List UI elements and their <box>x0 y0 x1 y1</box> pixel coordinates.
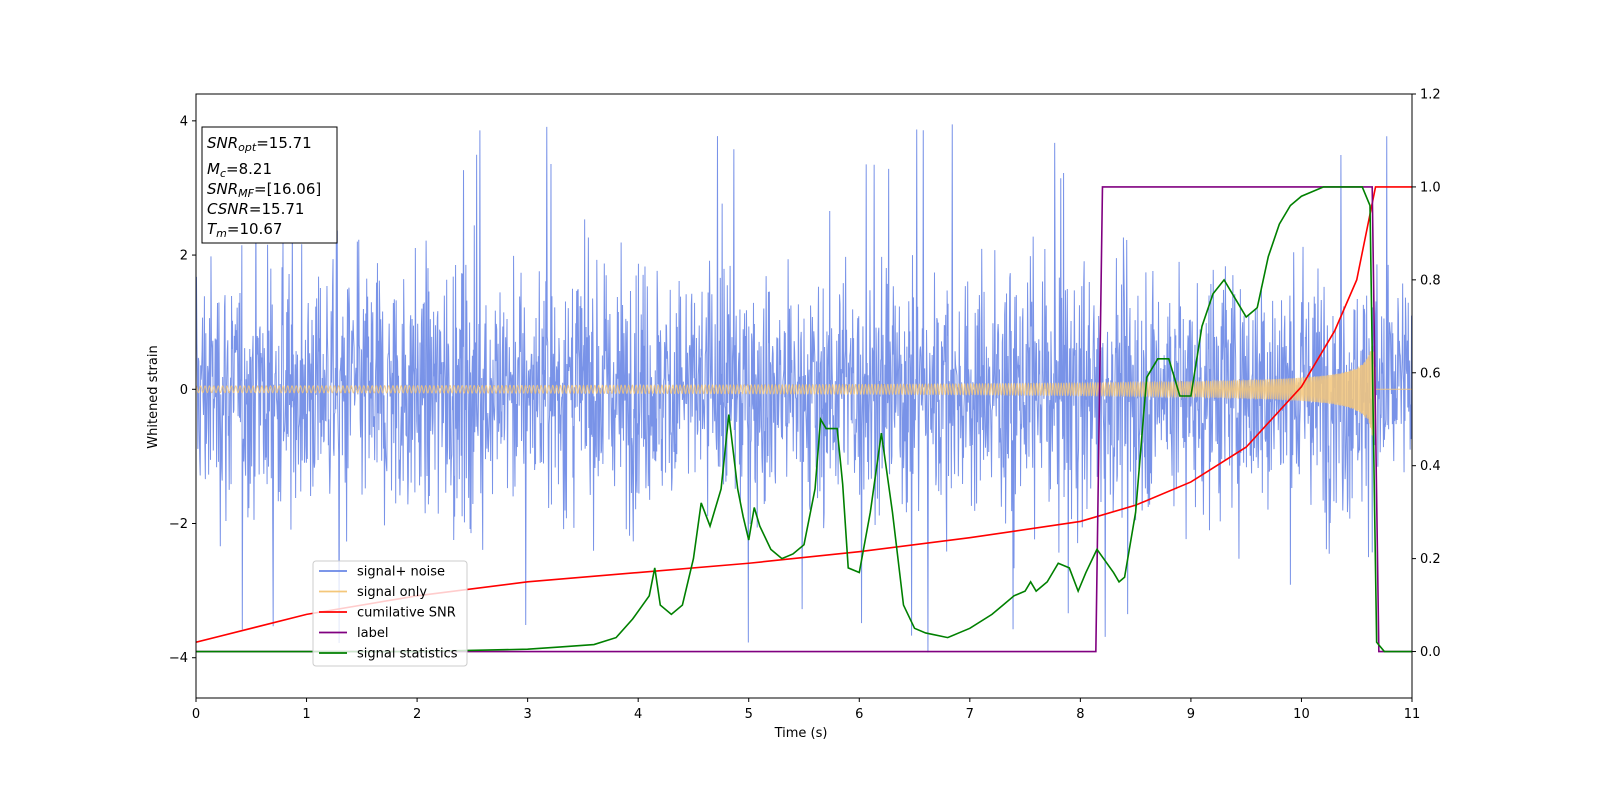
legend-frame <box>312 560 468 667</box>
axes: 0 1 2 3 4 5 6 7 8 9 10 11 −4 −2 0 2 4 0.0 0.2 0.4 0.6 0.8 1.0 1… <box>169 88 1441 723</box>
y-left-tick-label: −4 <box>169 651 188 666</box>
signal-noise-line <box>196 124 1412 653</box>
info-box-line: CSNR=15.71 <box>207 200 304 218</box>
legend-label: cumilative SNR <box>357 606 456 621</box>
info-box-line: SNRMF=[16.06] <box>207 180 321 200</box>
x-tick-label: 7 <box>966 707 974 722</box>
y-left-tick-label: 2 <box>180 249 188 264</box>
signal-only-line <box>196 343 1412 437</box>
x-tick-label: 9 <box>1187 707 1195 722</box>
y-right-tick-label: 1.2 <box>1420 88 1441 103</box>
legend-entry: signal+ noise <box>319 565 445 580</box>
y-left-tick-label: 0 <box>180 383 188 398</box>
y-axis-label: Whitened strain <box>146 345 161 448</box>
legend: signal+ noise signal only cumilative SNR la… <box>312 560 468 667</box>
legend-entry: cumilative SNR <box>319 606 456 621</box>
y-right-tick-label: 0.4 <box>1420 459 1441 474</box>
x-tick-label: 4 <box>634 707 642 722</box>
x-tick-label: 3 <box>523 707 531 722</box>
signal-statistics-line <box>196 186 1412 653</box>
info-box-line: SNRopt=15.71 <box>207 134 312 154</box>
y-right-tick-label: 0.2 <box>1420 552 1441 567</box>
x-tick-label: 1 <box>302 707 310 722</box>
info-box-line: Tm=10.67 <box>207 220 282 240</box>
y-right-tick-label: 1.0 <box>1420 180 1441 195</box>
x-tick-label: 8 <box>1076 707 1084 722</box>
y-left-tick-label: −2 <box>169 517 188 532</box>
plot-frame <box>195 93 1413 699</box>
y-right-tick-label: 0.0 <box>1420 645 1441 660</box>
x-tick-label: 6 <box>855 707 863 722</box>
info-box: SNRopt=15.71 Mc=8.21SNRMF=[16.06]CSNR=15.… <box>201 126 338 244</box>
legend-entry: signal statistics <box>319 647 458 662</box>
cumulative-snr-line <box>196 186 1412 644</box>
x-tick-label: 2 <box>413 707 421 722</box>
y-right-tick-label: 0.6 <box>1420 366 1441 381</box>
legend-label: signal only <box>357 585 427 600</box>
info-box-line: Mc=8.21 <box>207 160 272 180</box>
signal-noise-series <box>196 124 1412 653</box>
legend-label: signal+ noise <box>357 565 445 580</box>
info-box-frame <box>201 126 338 244</box>
x-axis-label: Time (s) <box>774 726 828 741</box>
x-tick-label: 5 <box>745 707 753 722</box>
signal-only-series <box>196 343 1412 437</box>
x-tick-label: 0 <box>192 707 200 722</box>
x-tick-label: 10 <box>1293 707 1310 722</box>
y-right-tick-label: 0.8 <box>1420 273 1441 288</box>
legend-entry: label <box>319 626 388 641</box>
x-tick-label: 11 <box>1404 707 1421 722</box>
legend-label: signal statistics <box>357 647 458 662</box>
legend-label: label <box>357 626 388 641</box>
y-left-tick-label: 4 <box>180 114 188 129</box>
right-axis-series <box>196 186 1412 653</box>
legend-entry: signal only <box>319 585 427 600</box>
